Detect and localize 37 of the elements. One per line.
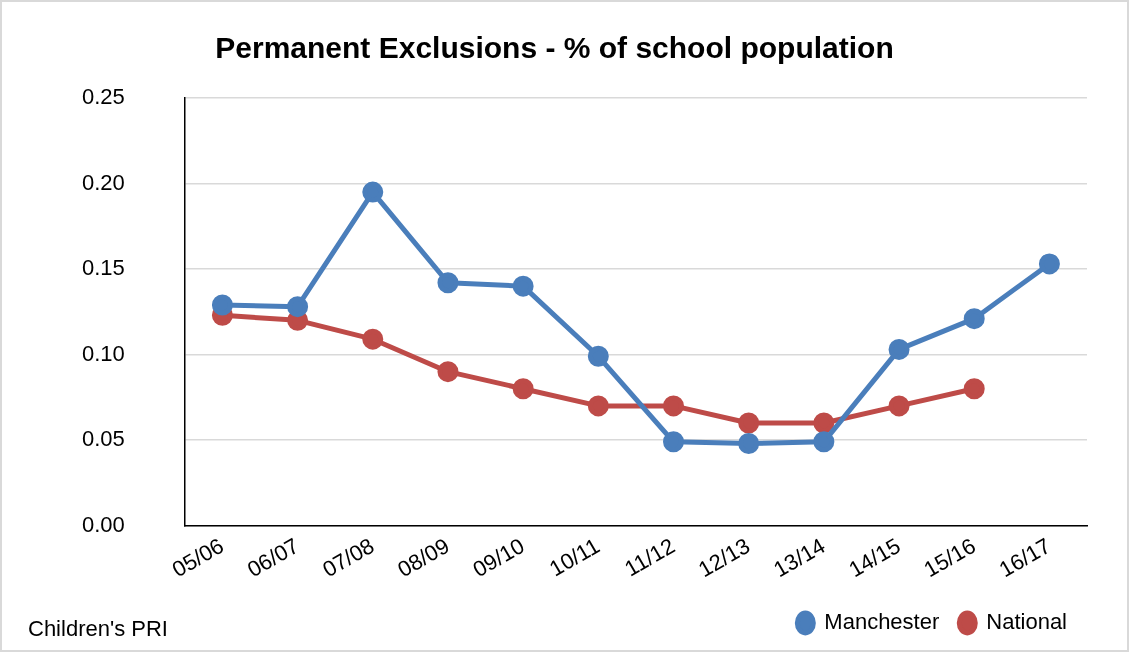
y-tick-label: 0.25 (81, 84, 125, 110)
point (512, 275, 534, 297)
point (813, 412, 835, 434)
y-tick-label: 0.15 (81, 255, 125, 281)
point (362, 328, 384, 350)
point (362, 181, 384, 203)
x-tick-label: 10/11 (545, 532, 604, 582)
point (587, 395, 609, 417)
point (963, 378, 985, 400)
chart-title: Permanent Exclusions - % of school population (215, 31, 894, 65)
point (437, 272, 459, 294)
point (888, 338, 910, 360)
point (888, 395, 910, 417)
y-tick-label: 0.05 (81, 426, 125, 452)
x-tick-label: 08/09 (393, 532, 454, 583)
point (287, 296, 309, 318)
y-tick-label: 0.00 (81, 511, 125, 537)
x-tick-label: 07/08 (318, 532, 379, 583)
point (1038, 253, 1060, 275)
point (587, 345, 609, 367)
x-tick-label: 05/06 (167, 532, 228, 583)
point (738, 433, 760, 455)
text: Children's PRI (28, 616, 168, 642)
legend-label: National (986, 609, 1067, 635)
y-tick-label: 0.20 (81, 169, 125, 195)
point (512, 378, 534, 400)
point (813, 431, 835, 453)
point (963, 308, 985, 330)
point (437, 361, 459, 383)
x-tick-label: 09/10 (468, 532, 529, 583)
point (663, 431, 684, 453)
point (738, 412, 760, 434)
x-tick-label: 11/12 (620, 532, 680, 582)
y-tick-label: 0.10 (81, 340, 125, 366)
point (663, 395, 684, 417)
legend-label: Manchester (824, 609, 940, 635)
point (211, 294, 233, 316)
